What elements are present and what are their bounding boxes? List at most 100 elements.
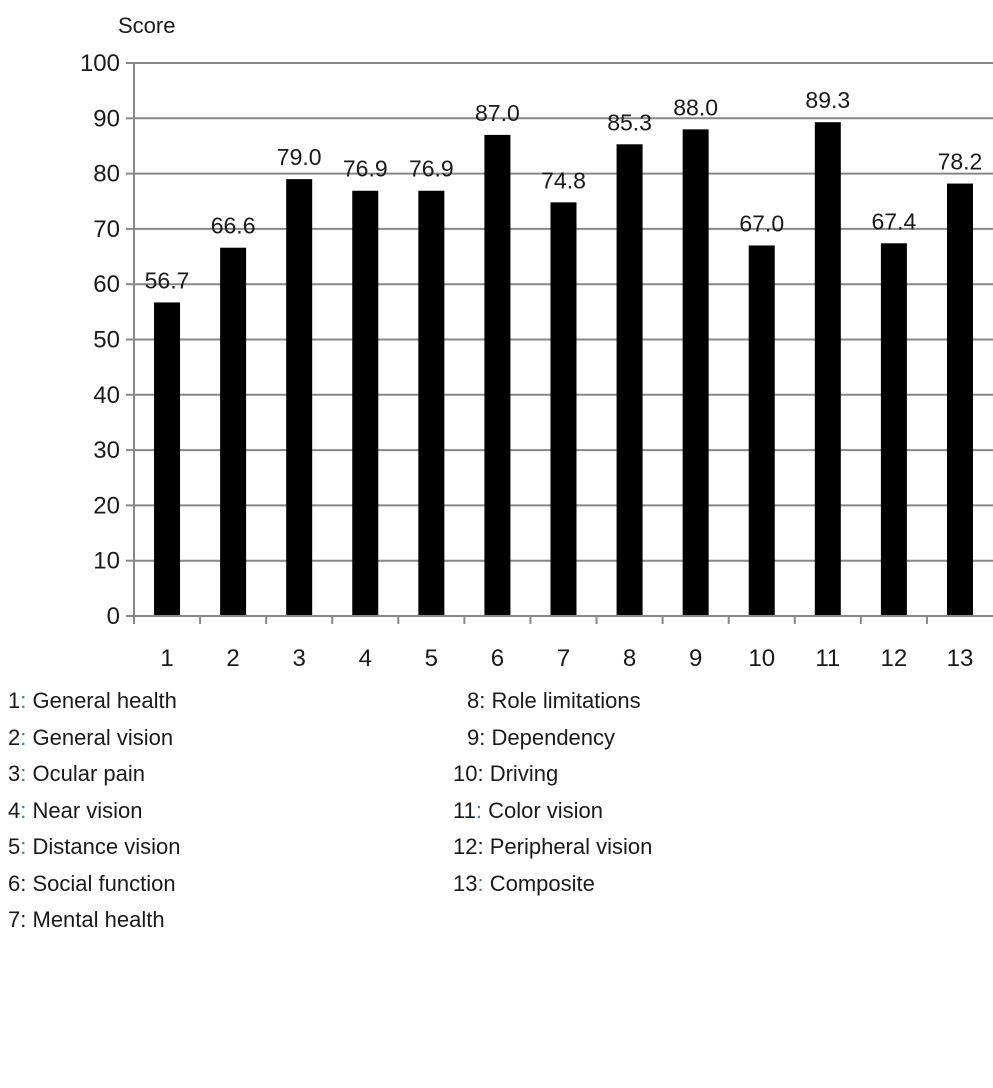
legend-text: Distance vision <box>26 834 181 859</box>
legend-number: 8 <box>467 688 480 713</box>
data-labels: 56.7 66.6 79.0 76.9 76.9 87.0 74.8 85.3 88.0 67.0… <box>145 87 983 293</box>
x-tick-label: 12 <box>881 645 908 672</box>
legend-number: 13 <box>453 870 478 896</box>
bar-2 <box>220 247 247 616</box>
legend-separator: : <box>475 797 482 823</box>
bar-12 <box>880 243 907 616</box>
bar-4 <box>352 190 379 617</box>
x-tick-label: 2 <box>226 645 239 672</box>
legend-number: 11 <box>453 797 476 823</box>
legend-text: Peripheral vision <box>483 834 653 859</box>
y-tick-label: 10 <box>93 548 120 575</box>
legend-item: 2: General vision <box>8 725 173 751</box>
legend-item: 11: Color vision <box>453 798 603 824</box>
x-tick-label: 13 <box>947 645 974 672</box>
category-legend: 1: General health 2: General vision 3: Ocu… <box>8 688 993 1088</box>
legend-separator: : <box>20 688 27 713</box>
data-label: 78.2 <box>938 149 983 175</box>
y-tick-label: 20 <box>93 492 120 519</box>
x-tick-label: 10 <box>748 645 775 672</box>
data-label: 74.8 <box>541 167 586 193</box>
legend-separator: : <box>477 870 484 896</box>
y-tick-label: 50 <box>93 327 120 354</box>
bar-5 <box>418 190 445 617</box>
legend-number: 2 <box>8 724 21 750</box>
x-tick-label: 6 <box>491 645 504 672</box>
legend-item: 8: Role limitations <box>467 688 641 714</box>
data-label: 85.3 <box>607 109 652 135</box>
bar-8 <box>616 144 643 616</box>
bar-11 <box>814 122 841 617</box>
legend-item: 12: Peripheral vision <box>453 834 652 860</box>
y-tick-label: 80 <box>93 161 120 188</box>
data-label: 79.0 <box>277 144 322 170</box>
bar-1 <box>154 302 181 616</box>
legend-separator: : <box>479 724 486 750</box>
legend-item: 13: Composite <box>453 871 595 897</box>
legend-number: 3 <box>8 761 21 786</box>
data-label: 56.7 <box>145 267 190 293</box>
legend-number: 4 <box>8 797 21 823</box>
legend-separator: : <box>477 761 484 786</box>
legend-item: 4: Near vision <box>8 798 143 824</box>
legend-text: General health <box>26 688 177 713</box>
legend-number: 6 <box>8 870 21 896</box>
legend-text: Mental health <box>26 907 165 932</box>
x-tick-label: 4 <box>359 645 372 672</box>
legend-text: Composite <box>483 870 595 896</box>
legend-text: Color vision <box>481 797 604 823</box>
legend-item: 7: Mental health <box>8 907 165 933</box>
legend-item: 1: General health <box>8 688 177 714</box>
data-label: 87.0 <box>475 100 520 126</box>
legend-text: Social function <box>26 870 176 896</box>
legend-number: 12 <box>453 834 478 859</box>
y-tick-label: 100 <box>80 50 120 77</box>
x-tick-label: 9 <box>689 645 702 672</box>
legend-item: 10: Driving <box>453 761 558 787</box>
y-tick-label: 40 <box>93 382 120 409</box>
legend-separator: : <box>479 688 486 713</box>
bar-13 <box>946 183 973 616</box>
data-label: 66.6 <box>211 213 256 239</box>
x-tick-label: 7 <box>557 645 570 672</box>
data-label: 76.9 <box>409 156 454 182</box>
data-label: 88.0 <box>673 94 718 120</box>
legend-item: 6: Social function <box>8 871 176 897</box>
legend-separator: : <box>20 724 27 750</box>
data-label: 67.0 <box>739 210 784 236</box>
bar-10 <box>748 245 775 617</box>
bar-6 <box>484 134 511 616</box>
x-axis: 1 2 3 4 5 6 7 8 9 10 11 12 13 <box>133 63 993 672</box>
legend-number: 5 <box>8 834 21 859</box>
x-tick-label: 5 <box>425 645 438 672</box>
bar-9 <box>682 129 709 617</box>
legend-separator: : <box>20 907 27 932</box>
legend-separator: : <box>477 834 484 859</box>
legend-number: 7 <box>8 907 21 932</box>
legend-number: 9 <box>467 724 480 750</box>
legend-number: 1 <box>8 688 21 713</box>
y-axis-label: Score <box>118 13 175 38</box>
legend-separator: : <box>20 870 27 896</box>
legend-text: General vision <box>26 724 174 750</box>
bar-chart: Score 0 10 20 30 40 50 60 70 80 90 100 56.7 66.6 79.… <box>80 13 993 672</box>
data-label: 76.9 <box>343 156 388 182</box>
x-tick-label: 3 <box>293 645 306 672</box>
x-tick-label: 8 <box>623 645 636 672</box>
y-tick-label: 60 <box>93 271 120 298</box>
legend-item: 9: Dependency <box>467 725 615 751</box>
legend-text: Dependency <box>485 724 616 750</box>
bars <box>154 122 973 617</box>
bar-3 <box>286 179 313 616</box>
x-tick-label: 11 <box>815 645 840 672</box>
y-tick-label: 90 <box>93 105 120 132</box>
x-tick-label: 1 <box>160 645 173 672</box>
legend-text: Driving <box>483 761 559 786</box>
legend-separator: : <box>20 797 27 823</box>
legend-separator: : <box>20 834 27 859</box>
y-tick-label: 70 <box>93 216 120 243</box>
legend-separator: : <box>20 761 27 786</box>
legend-text: Near vision <box>26 797 143 823</box>
legend-number: 10 <box>453 761 478 786</box>
legend-text: Role limitations <box>485 688 641 713</box>
